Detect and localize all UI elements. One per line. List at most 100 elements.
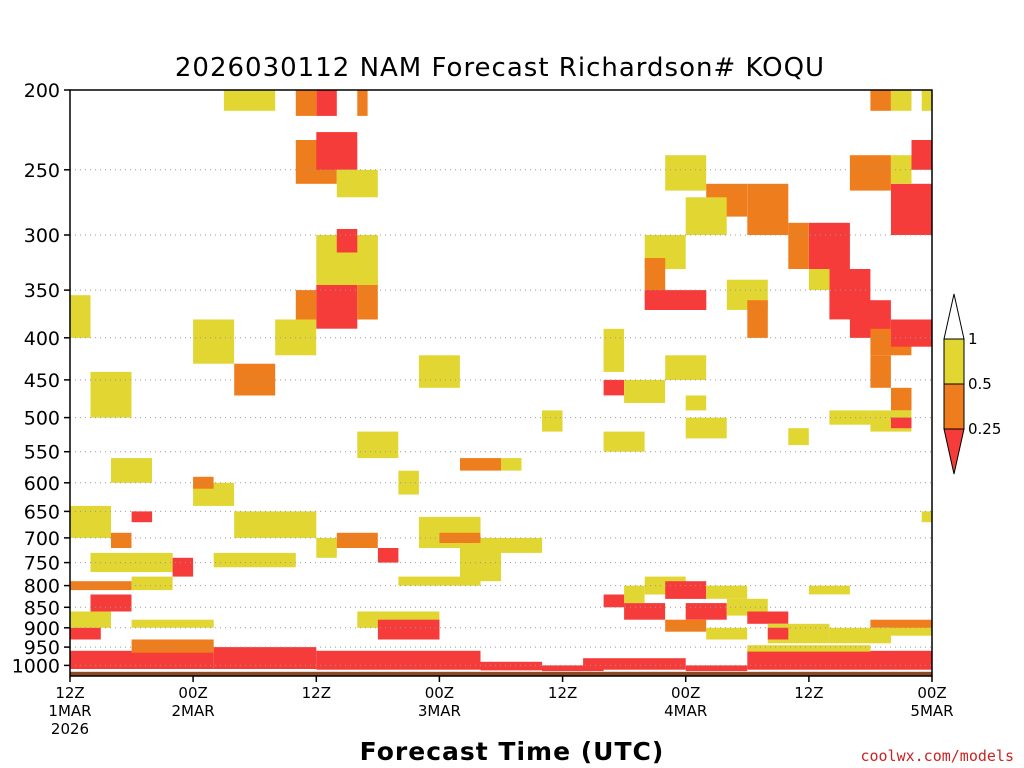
heatmap-cell (685, 197, 727, 235)
x-tick-label: 12Z (55, 684, 84, 702)
heatmap-cell (172, 557, 194, 577)
heatmap-cell (747, 611, 789, 624)
heatmap-cell (480, 537, 543, 553)
y-tick-label: 700 (24, 528, 60, 550)
heatmap-cell (398, 470, 419, 495)
x-tick-label: 4MAR (664, 702, 707, 720)
heatmap-cell (131, 639, 214, 653)
legend-orange-box (943, 383, 965, 430)
heatmap-cell (234, 363, 276, 396)
heatmap-cell (418, 355, 460, 388)
heatmap-cell (460, 458, 501, 471)
y-tick-label: 850 (24, 597, 60, 619)
x-tick-label: 12Z (548, 684, 577, 702)
heatmap-cell (808, 269, 830, 290)
x-tick-label: 00Z (917, 684, 946, 702)
heatmap-cell (316, 650, 481, 670)
heatmap-cell (316, 132, 358, 170)
y-tick-label: 500 (24, 408, 60, 430)
heatmap-cell (788, 222, 809, 269)
ground-layer (70, 671, 932, 676)
heatmap-cell (685, 417, 727, 439)
heatmap-cell (377, 619, 440, 640)
heatmap-cell (644, 258, 666, 301)
x-tick-label: 00Z (671, 684, 700, 702)
heatmap-cell (603, 328, 625, 372)
heatmap-cell (603, 431, 645, 452)
x-tick-label: 12Z (302, 684, 331, 702)
x-tick-label: 5MAR (910, 702, 953, 720)
heatmap-cell (542, 410, 563, 432)
y-tick-label: 800 (24, 576, 60, 598)
heatmap-cell (644, 290, 707, 310)
heatmap-cell (685, 395, 707, 411)
heatmap-cell (90, 371, 132, 418)
x-axis-title: Forecast Time (UTC) (360, 737, 665, 766)
heatmap-cell (336, 532, 378, 548)
heatmap-cell (685, 665, 748, 672)
heatmap-cell (829, 627, 891, 644)
heatmap-cell (706, 585, 748, 599)
heatmap-cell (70, 627, 101, 640)
heatmap-cell (316, 90, 337, 116)
y-tick-label: 550 (24, 442, 60, 464)
heatmap-cell (377, 548, 399, 563)
heatmap-cell (234, 511, 317, 538)
heatmap-cell (131, 576, 173, 591)
heatmap-cell (316, 284, 358, 329)
heatmap-cell (603, 594, 625, 608)
heatmap-cell (542, 665, 604, 672)
heatmap-cell (747, 300, 768, 338)
heatmap-cell (213, 647, 317, 669)
heatmap-cell (747, 645, 871, 652)
heatmap-cell (921, 511, 932, 523)
y-tick-label: 400 (24, 328, 60, 350)
heatmap-cell (336, 229, 358, 253)
heatmap-cell (111, 458, 152, 483)
heatmap-cell (665, 355, 707, 380)
heatmap-cells (70, 90, 932, 672)
x-tick-label: 00Z (425, 684, 454, 702)
y-tick-label: 250 (24, 160, 60, 182)
heatmap-cell (295, 90, 317, 116)
chart-title: 2026030112 NAM Forecast Richardson# KOQU (175, 53, 825, 83)
heatmap-cell (70, 611, 111, 628)
y-tick-label: 200 (24, 80, 60, 102)
heatmap-cell (357, 90, 368, 116)
heatmap-cell (747, 650, 932, 670)
heatmap-cell (788, 428, 809, 446)
y-tick-label: 950 (24, 637, 60, 659)
plot-frame (69, 89, 933, 677)
heatmap-cell (501, 458, 522, 471)
heatmap-cell (316, 537, 337, 558)
heatmap-cell (460, 548, 501, 582)
legend: 1 0.5 0.25 (943, 293, 1001, 475)
y-tick-label: 750 (24, 553, 60, 575)
heatmap-cell (357, 279, 378, 320)
heatmap-cell (70, 295, 91, 338)
y-tick-label: 1000 (12, 655, 60, 677)
y-axis: 200 250 300 350 400 450 500 550 600 650 700 7508008… (12, 80, 70, 677)
legend-top-triangle (943, 293, 965, 340)
heatmap-cell (891, 183, 932, 235)
heatmap-cell (808, 585, 850, 595)
x-tick-label: 2MAR (172, 702, 215, 720)
heatmap-cell (921, 90, 932, 111)
x-tick-label: 3MAR (418, 702, 461, 720)
heatmap-cell (870, 90, 891, 111)
heatmap-cell (90, 594, 132, 612)
credit-link[interactable]: coolwx.com/models (860, 747, 1014, 765)
heatmap-cell (891, 319, 932, 347)
legend-bottom-triangle (943, 428, 965, 475)
heatmap-cell (870, 619, 932, 628)
heatmap-cell (891, 155, 912, 184)
x-tick-label: 2026 (51, 720, 89, 738)
heatmap-cell (223, 90, 276, 111)
heatmap-cell (193, 319, 235, 364)
heatmap-cell (808, 222, 850, 269)
heatmap-cell (131, 511, 153, 523)
x-tick-label: 00Z (178, 684, 207, 702)
heatmap-cell (583, 658, 686, 670)
heatmap-cell (665, 619, 707, 632)
